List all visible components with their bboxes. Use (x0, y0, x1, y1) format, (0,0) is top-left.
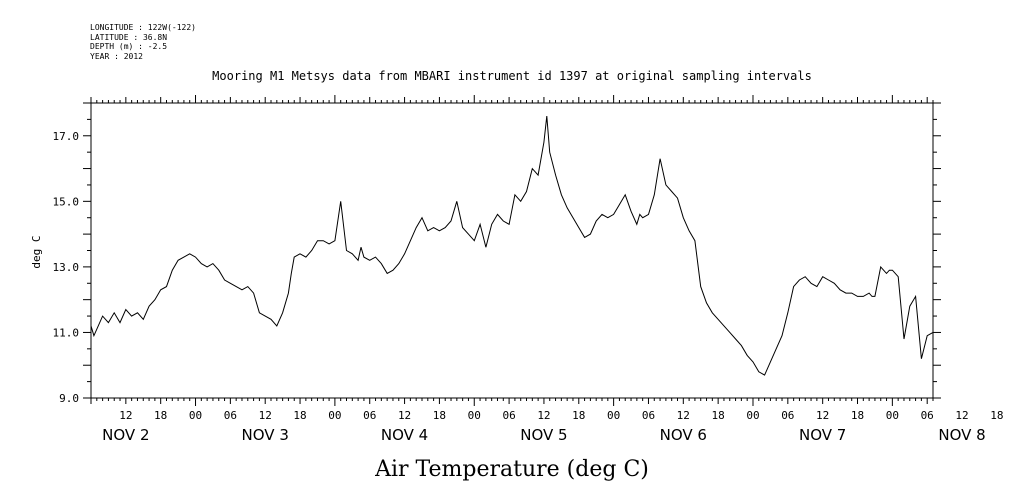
x-tick-label: 00 (746, 409, 759, 422)
x-day-label: NOV 2 (102, 426, 149, 444)
x-tick-label: 06 (224, 409, 237, 422)
y-tick-label: 17.0 (53, 130, 80, 143)
x-tick-label: 18 (572, 409, 585, 422)
x-day-label: NOV 6 (660, 426, 707, 444)
x-tick-label: 12 (955, 409, 968, 422)
y-tick-label: 11.0 (53, 326, 80, 339)
x-axis-label: Air Temperature (deg C) (374, 457, 649, 482)
x-tick-label: 06 (363, 409, 376, 422)
x-tick-label: 18 (851, 409, 864, 422)
plot-frame (90, 102, 934, 399)
latitude-text: LATITUDE : 36.8N (90, 33, 167, 42)
y-axis-label: deg C (30, 235, 43, 268)
x-tick-label: 18 (293, 409, 306, 422)
year-text: YEAR : 2012 (90, 52, 143, 61)
x-tick-label: 00 (189, 409, 202, 422)
x-tick-label: 00 (607, 409, 620, 422)
x-tick-label: 06 (921, 409, 934, 422)
x-tick-label: 18 (433, 409, 446, 422)
x-tick-label: 00 (328, 409, 341, 422)
x-tick-label: 18 (712, 409, 725, 422)
x-day-label: NOV 5 (520, 426, 567, 444)
x-day-label: NOV 4 (381, 426, 428, 444)
x-tick-label: 06 (642, 409, 655, 422)
x-tick-label: 00 (468, 409, 481, 422)
x-tick-labels: 12 18 00 06 12 18 00 06 12 18 00 06 12 18 00 06 12 18 00 06… (119, 409, 1003, 422)
x-tick-label: 12 (537, 409, 550, 422)
x-tick-label: 12 (259, 409, 272, 422)
y-tick-label: 13.0 (53, 261, 80, 274)
x-tick-label: 18 (990, 409, 1003, 422)
x-tick-label: 12 (398, 409, 411, 422)
y-tick-label: 15.0 (53, 195, 80, 208)
axis-ticks (83, 95, 941, 406)
x-tick-label: 12 (816, 409, 829, 422)
x-tick-label: 12 (677, 409, 690, 422)
x-tick-label: 06 (781, 409, 794, 422)
x-tick-label: 00 (886, 409, 899, 422)
x-day-label: NOV 7 (799, 426, 846, 444)
x-day-label: NOV 8 (938, 426, 985, 444)
chart-title: Mooring M1 Metsys data from MBARI instru… (212, 69, 812, 83)
series-line (90, 116, 934, 376)
x-tick-label: 12 (119, 409, 132, 422)
x-day-label: NOV 3 (242, 426, 289, 444)
y-tick-label: 9.0 (59, 392, 79, 405)
depth-text: DEPTH (m) : -2.5 (90, 42, 167, 51)
longitude-text: LONGITUDE : 122W(-122) (90, 23, 196, 32)
y-tick-labels: 9.0 11.0 13.0 15.0 17.0 (53, 130, 80, 405)
x-tick-label: 18 (154, 409, 167, 422)
x-tick-label: 06 (502, 409, 515, 422)
